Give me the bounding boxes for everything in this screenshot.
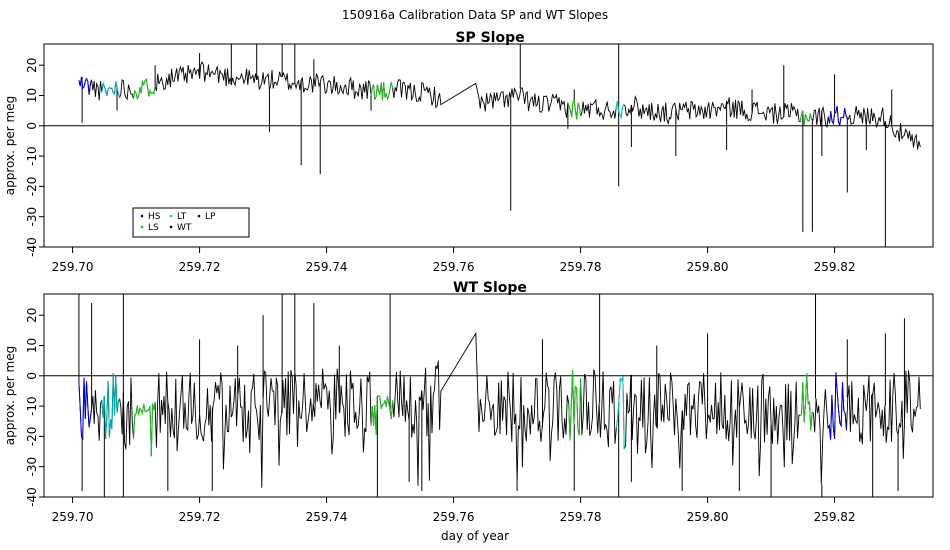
sp-calibration-segment <box>567 99 582 120</box>
legend-marker-lt <box>169 214 173 218</box>
wt-x-tick-label: 259.72 <box>179 510 221 524</box>
sp-x-tick-label: 259.72 <box>179 260 221 274</box>
wt-panel-title: WT Slope <box>453 280 527 296</box>
sp-x-tick-label: 259.80 <box>687 260 729 274</box>
sp-calibration-segment <box>829 105 848 126</box>
sp-y-tick-label: -30 <box>25 207 39 227</box>
legend-label-lp: LP <box>205 212 216 222</box>
sp-y-tick-label: -10 <box>25 146 39 166</box>
wt-x-tick-label: 259.82 <box>814 510 856 524</box>
sp-calibration-segment <box>615 101 625 120</box>
sp-x-tick-label: 259.82 <box>814 260 856 274</box>
sp-slope-trace <box>78 60 921 150</box>
sp-x-tick-label: 259.70 <box>52 260 94 274</box>
sp-x-tick-label: 259.76 <box>433 260 475 274</box>
sp-plot-frame <box>43 43 934 248</box>
legend-label-wt: WT <box>177 223 192 233</box>
wt-y-tick-label: -40 <box>25 487 39 507</box>
wt-x-tick-label: 259.70 <box>52 510 94 524</box>
wt-calibration-segment <box>370 395 394 435</box>
wt-calibration-segment <box>828 372 847 440</box>
x-axis-title: day of year <box>441 529 509 543</box>
wt-slope-panel: WT Slope approx. per meg -40 -30 -20 -10 0 10 20… <box>3 280 934 524</box>
wt-x-tick-label: 259.74 <box>306 510 348 524</box>
wt-y-tick-label: -30 <box>25 457 39 477</box>
sp-calibration-segment <box>101 81 121 98</box>
sp-slope-panel: SP Slope approx. per meg -40 -30 -20 -10 0 10 20… <box>3 30 934 274</box>
wt-slope-trace <box>78 331 921 488</box>
legend-label-lt: LT <box>177 212 187 222</box>
sp-y-tick-label: 0 <box>25 122 39 130</box>
wt-y-tick-label: 20 <box>25 308 39 323</box>
sp-y-tick-label: -40 <box>25 237 39 257</box>
sp-x-tick-label: 259.78 <box>560 260 602 274</box>
sp-calibration-segment <box>78 76 93 95</box>
wt-calibration-segment <box>568 370 582 441</box>
sp-y-tick-label: 20 <box>25 58 39 73</box>
legend-box <box>132 207 250 238</box>
sp-x-tick-label: 259.74 <box>306 260 348 274</box>
wt-x-tick-label: 259.76 <box>433 510 475 524</box>
wt-x-tick-label: 259.80 <box>687 510 729 524</box>
wt-y-tick-label: -10 <box>25 396 39 416</box>
legend-marker-ls <box>140 225 144 229</box>
sp-calibration-segment <box>133 77 156 100</box>
wt-y-axis-title: approx. per meg <box>3 346 17 445</box>
legend-marker-lp <box>197 214 201 218</box>
wt-y-tick-label: -20 <box>25 427 39 447</box>
wt-y-tick-label: 0 <box>25 372 39 380</box>
wt-calibration-segment <box>615 376 625 450</box>
sp-calibration-segment <box>799 110 813 125</box>
legend-marker-wt <box>169 225 173 229</box>
wt-calibration-segment <box>101 373 121 439</box>
legend: HS LT LP LS WT <box>132 207 250 238</box>
wt-calibration-segment <box>800 373 813 431</box>
wt-calibration-segment <box>78 377 93 441</box>
wt-y-tick-label: 10 <box>25 338 39 353</box>
sp-panel-title: SP Slope <box>455 30 524 46</box>
sp-y-tick-label: 10 <box>25 88 39 103</box>
figure-title: 150916a Calibration Data SP and WT Slope… <box>342 8 608 22</box>
wt-plot-frame <box>43 293 934 498</box>
legend-marker-hs <box>140 214 144 218</box>
wt-x-tick-label: 259.78 <box>560 510 602 524</box>
wt-calibration-segment <box>133 401 156 457</box>
legend-label-ls: LS <box>148 223 159 233</box>
sp-calibration-segment <box>370 82 394 101</box>
sp-y-tick-label: -20 <box>25 177 39 197</box>
legend-label-hs: HS <box>148 212 161 222</box>
sp-y-axis-title: approx. per meg <box>3 96 17 195</box>
